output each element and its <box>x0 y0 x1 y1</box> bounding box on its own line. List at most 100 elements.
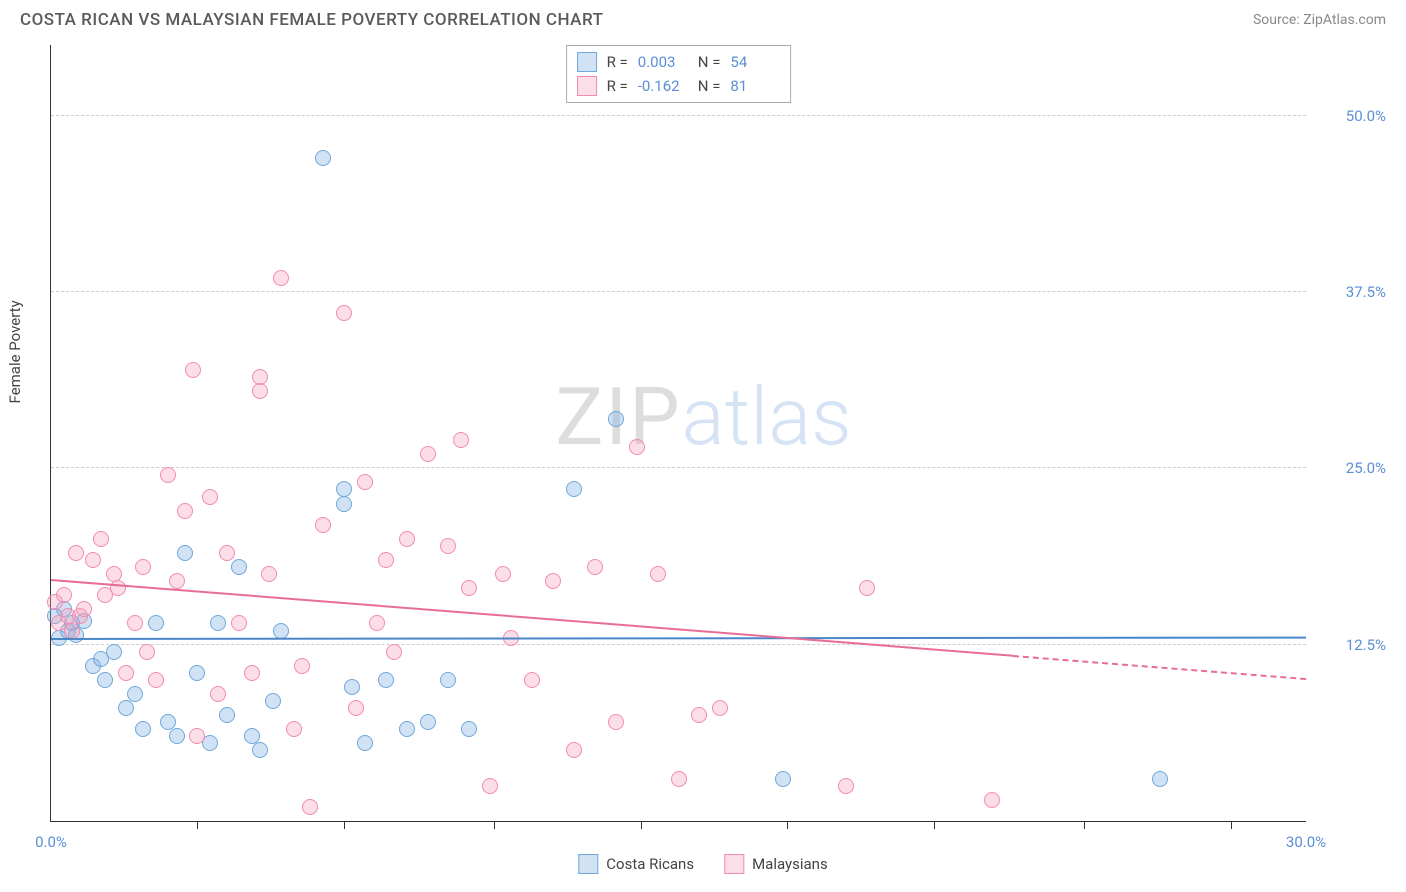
data-point <box>231 615 247 631</box>
regression-line <box>1013 655 1306 680</box>
data-point <box>336 305 352 321</box>
chart-header: COSTA RICAN VS MALAYSIAN FEMALE POVERTY … <box>0 0 1406 38</box>
data-point <box>286 721 302 737</box>
data-point <box>110 580 126 596</box>
swatch-malaysians <box>577 76 597 96</box>
xtick <box>344 821 345 829</box>
stat-r-label-2: R = <box>607 77 628 95</box>
chart-source: Source: ZipAtlas.com <box>1253 12 1386 28</box>
data-point <box>273 270 289 286</box>
data-point <box>177 503 193 519</box>
data-point <box>169 573 185 589</box>
xtick <box>1231 821 1232 829</box>
xtick <box>787 821 788 829</box>
data-point <box>76 601 92 617</box>
data-point <box>399 721 415 737</box>
data-point <box>650 566 666 582</box>
watermark-atlas: atlas <box>682 370 852 464</box>
data-point <box>127 686 143 702</box>
data-point <box>118 665 134 681</box>
ytick-label: 37.5% <box>1316 283 1386 301</box>
data-point <box>984 792 1000 808</box>
xtick <box>1084 821 1085 829</box>
ytick-label: 50.0% <box>1316 107 1386 125</box>
legend-swatch-costa-ricans <box>578 854 598 874</box>
gridline <box>51 644 1306 645</box>
data-point <box>482 778 498 794</box>
ytick-label: 25.0% <box>1316 459 1386 477</box>
data-point <box>691 707 707 723</box>
gridline <box>51 467 1306 468</box>
watermark: ZIPatlas <box>555 370 851 464</box>
data-point <box>135 559 151 575</box>
data-point <box>106 644 122 660</box>
data-point <box>386 644 402 660</box>
data-point <box>93 531 109 547</box>
data-point <box>252 383 268 399</box>
stat-n-value-1: 54 <box>730 53 780 71</box>
bottom-legend: Costa Ricans Malaysians <box>578 854 827 874</box>
stat-n-value-2: 81 <box>730 77 780 95</box>
data-point <box>189 728 205 744</box>
xtick <box>934 821 935 829</box>
legend-item-malaysians: Malaysians <box>724 854 828 874</box>
data-point <box>420 714 436 730</box>
data-point <box>210 686 226 702</box>
legend-swatch-malaysians <box>724 854 744 874</box>
legend-label-costa-ricans: Costa Ricans <box>606 855 694 873</box>
data-point <box>838 778 854 794</box>
y-axis-label: Female Poverty <box>6 300 24 403</box>
legend-label-malaysians: Malaysians <box>752 855 828 873</box>
data-point <box>160 467 176 483</box>
data-point <box>440 672 456 688</box>
data-point <box>68 545 84 561</box>
data-point <box>135 721 151 737</box>
chart-plot-area: ZIPatlas R = 0.003 N = 54 R = -0.162 N =… <box>50 45 1306 822</box>
data-point <box>348 700 364 716</box>
xtick <box>197 821 198 829</box>
data-point <box>859 580 875 596</box>
stats-row-costa-ricans: R = 0.003 N = 54 <box>577 50 781 74</box>
data-point <box>210 615 226 631</box>
stats-legend-box: R = 0.003 N = 54 R = -0.162 N = 81 <box>566 45 792 103</box>
data-point <box>566 742 582 758</box>
data-point <box>169 728 185 744</box>
data-point <box>148 615 164 631</box>
data-point <box>85 552 101 568</box>
xtick <box>494 821 495 829</box>
data-point <box>127 615 143 631</box>
data-point <box>524 672 540 688</box>
data-point <box>56 587 72 603</box>
data-point <box>369 615 385 631</box>
data-point <box>453 432 469 448</box>
data-point <box>566 481 582 497</box>
data-point <box>252 742 268 758</box>
stat-r-value-1: 0.003 <box>638 53 688 71</box>
data-point <box>64 623 80 639</box>
data-point <box>219 545 235 561</box>
data-point <box>1152 771 1168 787</box>
xtick <box>641 821 642 829</box>
data-point <box>189 665 205 681</box>
xtick-label: 0.0% <box>35 833 67 851</box>
data-point <box>336 481 352 497</box>
data-point <box>97 672 113 688</box>
data-point <box>231 559 247 575</box>
legend-item-costa-ricans: Costa Ricans <box>578 854 694 874</box>
swatch-costa-ricans <box>577 52 597 72</box>
data-point <box>177 545 193 561</box>
data-point <box>244 665 260 681</box>
data-point <box>202 489 218 505</box>
data-point <box>545 573 561 589</box>
chart-title: COSTA RICAN VS MALAYSIAN FEMALE POVERTY … <box>20 10 603 30</box>
data-point <box>185 362 201 378</box>
data-point <box>712 700 728 716</box>
data-point <box>139 644 155 660</box>
gridline <box>51 291 1306 292</box>
data-point <box>148 672 164 688</box>
data-point <box>252 369 268 385</box>
data-point <box>261 566 277 582</box>
data-point <box>461 721 477 737</box>
data-point <box>219 707 235 723</box>
data-point <box>357 474 373 490</box>
